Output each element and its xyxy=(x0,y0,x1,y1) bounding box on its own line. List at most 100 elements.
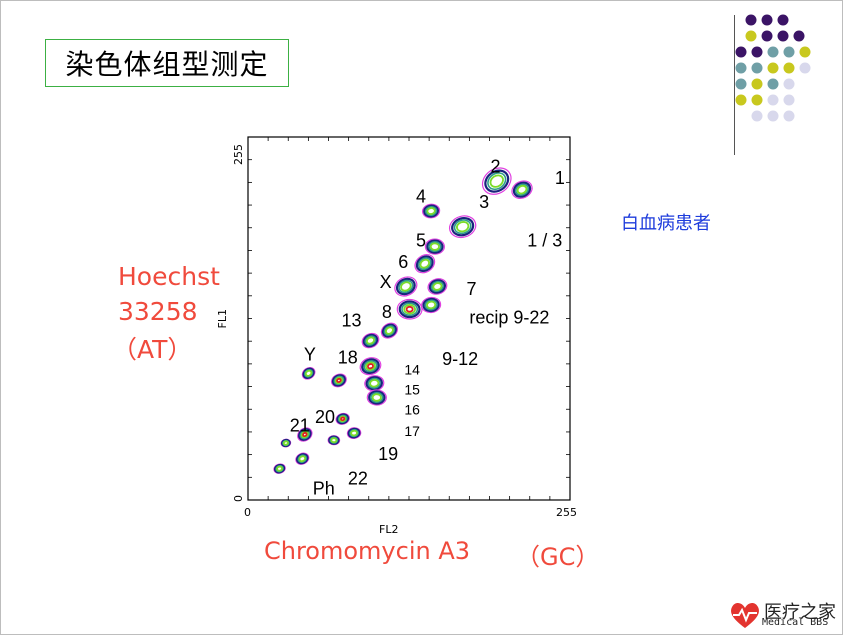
decorative-dot xyxy=(777,14,789,26)
contour-ring xyxy=(338,415,347,423)
contour-ring xyxy=(328,435,340,445)
chromosome-label: 2 xyxy=(490,157,500,177)
decorative-dot xyxy=(793,30,805,42)
contour-ring xyxy=(425,206,438,217)
chromosome-label: 13 xyxy=(342,310,362,330)
contour-ring xyxy=(430,280,445,293)
contour-ring xyxy=(303,368,314,378)
data-cluster xyxy=(396,298,423,320)
chromosome-label: 1 xyxy=(555,168,565,188)
decorative-dot xyxy=(799,46,811,58)
data-cluster xyxy=(424,238,445,255)
contour-ring xyxy=(414,254,436,274)
contour-ring xyxy=(415,255,434,273)
data-cluster xyxy=(414,254,436,274)
data-cluster xyxy=(330,373,347,388)
decorative-dot xyxy=(777,30,789,42)
data-cluster xyxy=(511,180,533,199)
contour-ring xyxy=(487,172,507,191)
contour-ring xyxy=(481,167,512,195)
decorative-dot xyxy=(799,62,811,74)
logo-text: 医疗之家 xyxy=(764,602,836,623)
contour-ring xyxy=(511,180,533,199)
data-cluster xyxy=(335,412,350,425)
decorative-dot-grid xyxy=(735,14,811,122)
contour-ring xyxy=(381,323,397,338)
chromosome-label: 6 xyxy=(398,252,408,272)
chromosome-label: recip 9-22 xyxy=(469,307,549,327)
contour-ring xyxy=(362,333,379,348)
contour-ring xyxy=(347,427,361,439)
data-cluster xyxy=(380,322,399,339)
decorative-dot xyxy=(751,94,763,106)
contour-ring xyxy=(432,282,443,291)
chromosome-label: 9-12 xyxy=(442,349,478,369)
contour-ring xyxy=(365,336,376,345)
chromosome-label: 8 xyxy=(382,302,392,322)
chromosome-label: 3 xyxy=(479,192,489,212)
data-cluster xyxy=(301,366,316,380)
decorative-dot xyxy=(751,46,763,58)
y-axis-title: FL1 xyxy=(216,309,229,328)
chromosome-label: 21 xyxy=(290,416,310,436)
decorative-dot xyxy=(767,110,779,122)
chromosome-label: 7 xyxy=(466,279,476,299)
data-cluster xyxy=(346,427,362,439)
contour-ring xyxy=(350,429,358,437)
contour-ring xyxy=(424,299,438,311)
data-cluster xyxy=(359,357,382,376)
contour-ring xyxy=(421,203,441,219)
data-cluster xyxy=(448,215,477,239)
contour-ring xyxy=(361,358,380,375)
chromosome-label: 19 xyxy=(378,444,398,464)
contour-ring xyxy=(419,258,430,269)
contour-ring xyxy=(367,377,381,389)
chromosome-label: 22 xyxy=(348,468,368,488)
contour-ring xyxy=(484,169,510,193)
contour-ring xyxy=(396,298,423,320)
decorative-dot xyxy=(735,78,747,90)
x-axis-label-main: Chromomycin A3 xyxy=(264,537,471,565)
contour-ring xyxy=(371,393,382,402)
contour-ring xyxy=(361,332,380,349)
contour-ring xyxy=(428,279,446,294)
contour-ring xyxy=(276,465,283,472)
contour-ring xyxy=(426,207,436,215)
data-cluster xyxy=(481,167,512,195)
contour-ring xyxy=(297,427,313,442)
contour-ring xyxy=(417,257,432,271)
decorative-divider xyxy=(734,15,735,155)
decorative-dot xyxy=(783,110,795,122)
chromosome-label: 17 xyxy=(404,423,420,439)
decorative-dot xyxy=(767,94,779,106)
decorative-dot xyxy=(751,78,763,90)
data-cluster xyxy=(361,332,380,349)
contour-ring xyxy=(385,326,394,335)
chromosome-label: X xyxy=(380,272,392,292)
contour-ring xyxy=(282,440,289,446)
chromosome-label: Y xyxy=(304,344,316,364)
x-axis-label-paren: （GC） xyxy=(516,543,600,571)
chromosome-label: 4 xyxy=(416,186,426,206)
contour-ring xyxy=(299,429,311,440)
contour-ring xyxy=(337,414,348,423)
y-axis-label-line: （AT） xyxy=(112,335,193,364)
contour-clusters xyxy=(273,167,533,474)
contour-ring xyxy=(369,379,380,388)
patient-note: 白血病患者 xyxy=(621,213,711,234)
contour-ring xyxy=(426,239,444,254)
decorative-dot xyxy=(783,46,795,58)
contour-ring xyxy=(427,278,448,295)
decorative-dot xyxy=(751,110,763,122)
contour-ring xyxy=(296,453,309,465)
data-cluster xyxy=(366,389,387,406)
decorative-dot xyxy=(767,62,779,74)
contour-ring xyxy=(273,463,286,474)
contour-ring xyxy=(300,430,309,439)
contour-ring xyxy=(298,428,312,441)
contour-ring xyxy=(365,361,376,371)
contour-ring xyxy=(516,184,528,195)
contour-ring xyxy=(398,300,421,319)
decorative-dot xyxy=(735,62,747,74)
